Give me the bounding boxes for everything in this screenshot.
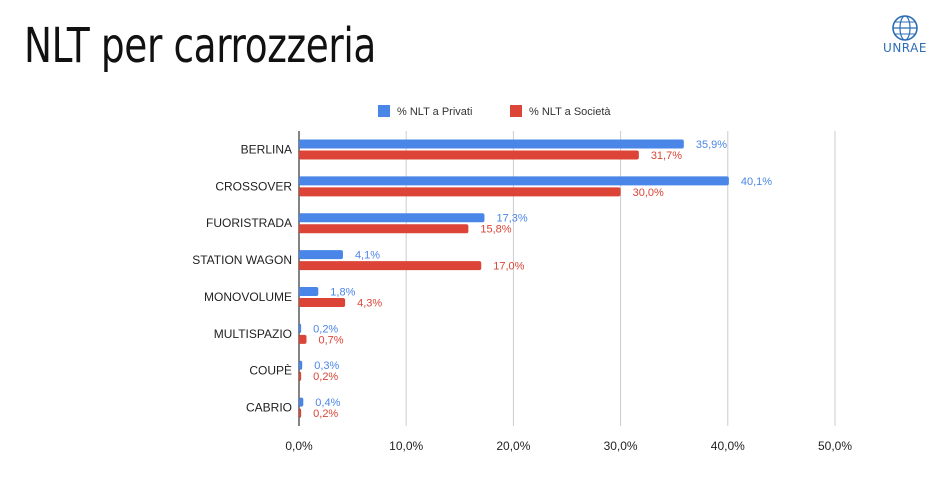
data-label: 17,3%	[496, 213, 527, 225]
data-label: 31,7%	[651, 150, 682, 162]
page-title: NLT per carrozzeria	[24, 18, 376, 74]
x-tick-label: 0,0%	[285, 439, 313, 453]
x-tick-label: 10,0%	[389, 439, 423, 453]
bar	[299, 150, 639, 160]
bar	[299, 139, 684, 149]
chart-labels: BERLINA 35,9% 31,7% CROSSOVER 40,1% 30,0% FUOR…	[192, 139, 772, 420]
bar	[299, 286, 319, 296]
category-label: FUORISTRADA	[206, 216, 292, 230]
bar	[299, 323, 302, 333]
bar	[299, 176, 729, 186]
bar	[299, 297, 346, 307]
data-label: 15,8%	[480, 224, 511, 236]
legend-label: % NLT a Privati	[397, 106, 472, 118]
x-tick-label: 40,0%	[711, 439, 745, 453]
category-label: BERLINA	[241, 142, 292, 156]
bar	[299, 187, 621, 197]
data-label: 40,1%	[741, 176, 772, 188]
bar	[299, 261, 482, 271]
x-tick-label: 50,0%	[818, 439, 852, 453]
chart-legend: % NLT a Privati % NLT a Società	[378, 105, 611, 118]
category-label: MULTISPAZIO	[214, 327, 292, 341]
bar	[299, 334, 307, 344]
data-label: 4,3%	[357, 297, 382, 309]
data-label: 4,1%	[355, 250, 380, 262]
data-label: 0,2%	[313, 323, 338, 335]
data-label: 0,3%	[314, 360, 339, 372]
bar	[299, 213, 485, 223]
data-label: 30,0%	[633, 187, 664, 199]
legend-swatch	[378, 105, 390, 117]
logo-text: UNRAE	[883, 41, 927, 55]
category-label: CABRIO	[246, 401, 292, 415]
x-tick-label: 20,0%	[496, 439, 530, 453]
bar	[299, 371, 302, 381]
data-label: 0,2%	[313, 408, 338, 420]
data-label: 35,9%	[696, 139, 727, 151]
chart-bars	[299, 139, 729, 418]
legend-label: % NLT a Società	[529, 106, 611, 118]
bar	[299, 224, 469, 234]
data-label: 0,7%	[319, 334, 344, 346]
bar	[299, 250, 343, 260]
legend-swatch	[510, 105, 522, 117]
bar	[299, 397, 304, 407]
category-label: CROSSOVER	[215, 179, 292, 193]
category-label: MONOVOLUME	[204, 290, 292, 304]
data-label: 0,2%	[313, 371, 338, 383]
unrae-logo: UNRAE	[878, 14, 932, 58]
category-label: COUPÈ	[249, 363, 292, 378]
category-label: STATION WAGON	[192, 253, 292, 267]
data-label: 0,4%	[315, 397, 340, 409]
bar	[299, 360, 303, 370]
globe-icon	[892, 15, 918, 41]
bar	[299, 408, 302, 418]
data-label: 1,8%	[330, 286, 355, 298]
x-tick-label: 30,0%	[604, 439, 638, 453]
data-label: 17,0%	[493, 261, 524, 273]
